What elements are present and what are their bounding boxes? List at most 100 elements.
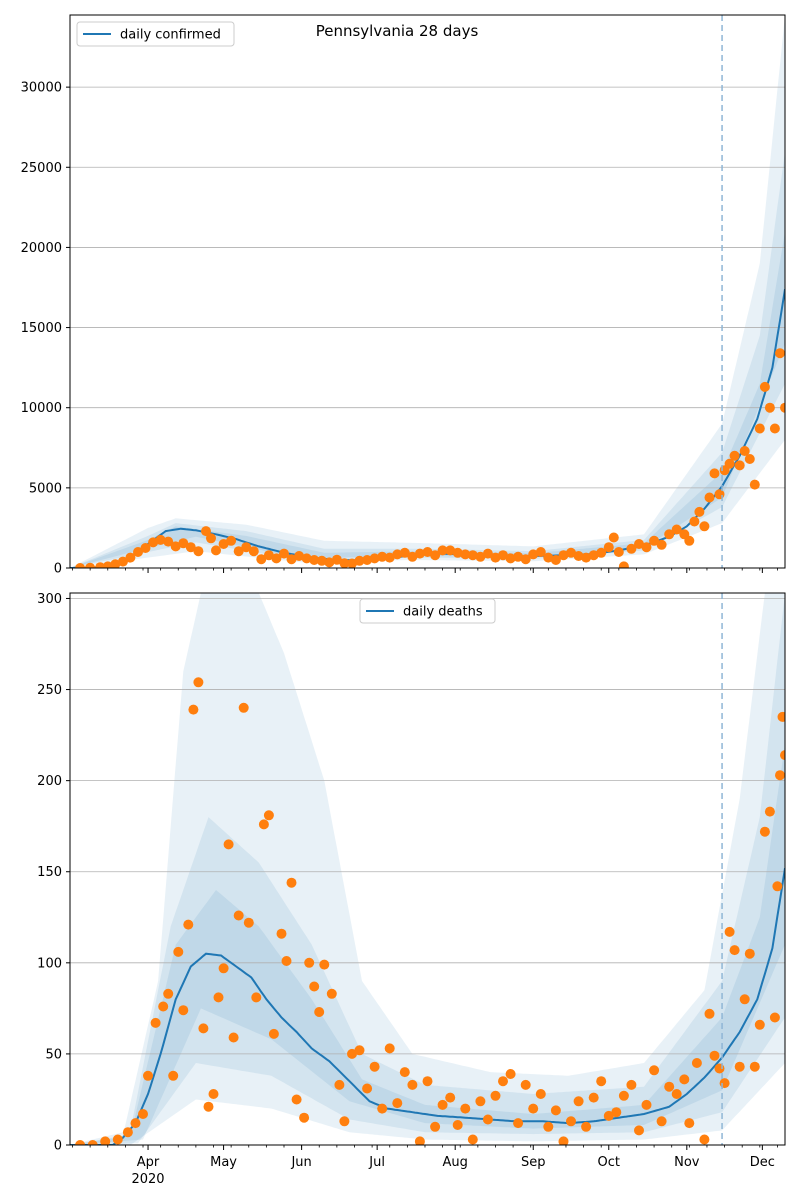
deaths-data-point: [581, 1121, 592, 1132]
deaths-data-point: [505, 1069, 516, 1079]
deaths-data-point: [377, 1103, 388, 1114]
deaths-data-point: [100, 1136, 111, 1145]
confirmed-data-point: [744, 454, 755, 464]
confirmed-data-point: [550, 555, 561, 565]
confirmed-data-point: [573, 551, 584, 561]
confirmed-data-point: [764, 402, 775, 413]
confirmed-data-point: [734, 460, 745, 471]
deaths-x-tick-label: Oct: [598, 1155, 620, 1170]
deaths-data-point: [535, 1089, 546, 1099]
deaths-data-point: [744, 948, 755, 959]
deaths-data-point: [467, 1134, 478, 1145]
confirmed-data-point: [430, 550, 441, 561]
deaths-data-point: [112, 1134, 123, 1145]
deaths-y-tick-label: 300: [37, 592, 62, 607]
deaths-data-point: [691, 1058, 702, 1068]
deaths-axes-frame: [69, 592, 786, 1146]
deaths-y-tick-label: 250: [37, 683, 62, 698]
confirmed-data-point: [566, 547, 576, 558]
confirmed-data-point: [558, 550, 569, 561]
confirmed-data-point: [437, 545, 448, 556]
confirmed-data-point: [543, 552, 554, 563]
deaths-data-point: [347, 1048, 357, 1059]
confirmed-data-point: [241, 542, 252, 553]
deaths-x-tick-label: Nov: [674, 1155, 700, 1170]
confirmed-y-tick-label: 10000: [21, 401, 62, 416]
deaths-data-point: [168, 1070, 179, 1081]
deaths-data-point: [684, 1118, 695, 1129]
deaths-y-tick-label: 150: [37, 865, 62, 880]
confirmed-uncertainty-bands: [70, 15, 785, 568]
confirmed-data-point: [110, 559, 121, 568]
deaths-points: [75, 677, 785, 1145]
deaths-data-point: [759, 826, 770, 837]
deaths-line: [70, 867, 785, 1145]
confirmed-data-point: [684, 535, 695, 546]
confirmed-data-point: [689, 516, 700, 527]
confirmed-data-point: [490, 552, 501, 563]
confirmed-data-point: [641, 542, 652, 553]
confirmed-data-point: [233, 546, 244, 557]
confirmed-data-point: [294, 551, 305, 561]
confirmed-data-point: [626, 543, 637, 554]
deaths-data-point: [528, 1103, 539, 1114]
confirmed-y-ticks: 0 5000 10000 15000 20000 25000 30000: [21, 81, 70, 577]
confirmed-data-point: [286, 554, 297, 565]
deaths-data-point: [228, 1032, 239, 1043]
deaths-x-tick-label: Jun: [290, 1155, 311, 1170]
deaths-data-point: [452, 1120, 463, 1130]
confirmed-data-point: [588, 550, 599, 561]
confirmed-data-point: [279, 548, 289, 559]
confirmed-data-point: [347, 558, 357, 568]
confirmed-data-point: [634, 539, 644, 549]
confirmed-data-point: [467, 550, 478, 561]
deaths-data-point: [671, 1089, 682, 1099]
confirmed-data-point: [704, 492, 715, 503]
deaths-data-point: [150, 1017, 161, 1028]
deaths-data-point: [339, 1116, 350, 1127]
deaths-data-point: [208, 1089, 219, 1099]
confirmed-data-point: [709, 468, 720, 479]
confirmed-y-tick-label: 15000: [21, 321, 62, 336]
confirmed-data-point: [445, 545, 456, 556]
confirmed-data-point: [714, 489, 725, 500]
deaths-data-point: [130, 1118, 141, 1129]
deaths-band-outer: [70, 593, 785, 1145]
deaths-data-point: [618, 1090, 629, 1101]
deaths-data-point: [183, 919, 194, 930]
confirmed-data-point: [498, 550, 508, 561]
deaths-data-point: [414, 1136, 425, 1145]
confirmed-data-point: [649, 535, 660, 546]
deaths-data-point: [268, 1028, 279, 1039]
confirmed-band-outer: [70, 15, 785, 568]
confirmed-data-point: [535, 547, 546, 557]
deaths-band-middle: [70, 593, 785, 1145]
confirmed-data-point: [754, 423, 765, 434]
deaths-data-point: [354, 1045, 365, 1056]
deaths-x-ticks: Apr May Jun Jul Aug Sep Oct Nov Dec: [72, 1145, 778, 1170]
deaths-x-tick-label: Apr: [137, 1155, 160, 1170]
deaths-data-point: [724, 926, 735, 937]
confirmed-data-point: [656, 539, 667, 550]
deaths-data-point: [122, 1127, 133, 1138]
confirmed-data-point: [475, 551, 486, 562]
confirmed-legend: daily confirmed: [76, 21, 235, 47]
confirmed-data-point: [596, 547, 607, 558]
confirmed-data-point: [384, 552, 395, 563]
deaths-uncertainty-bands: [70, 593, 785, 1145]
confirmed-data-point: [256, 554, 267, 565]
deaths-data-point: [304, 957, 315, 968]
deaths-data-point: [319, 959, 330, 970]
deaths-x-tick-label: Aug: [442, 1155, 467, 1170]
confirmed-data-point: [671, 524, 682, 535]
confirmed-data-point: [75, 563, 86, 568]
deaths-data-point: [362, 1083, 373, 1094]
deaths-data-point: [299, 1112, 310, 1123]
confirmed-legend-box: [76, 21, 235, 47]
confirmed-y-tick-label: 20000: [21, 241, 62, 256]
deaths-data-point: [656, 1116, 667, 1127]
confirmed-data-point: [170, 541, 181, 552]
deaths-data-point: [709, 1050, 720, 1061]
confirmed-data-point: [759, 381, 770, 392]
deaths-x-tick-label: Sep: [521, 1155, 546, 1170]
